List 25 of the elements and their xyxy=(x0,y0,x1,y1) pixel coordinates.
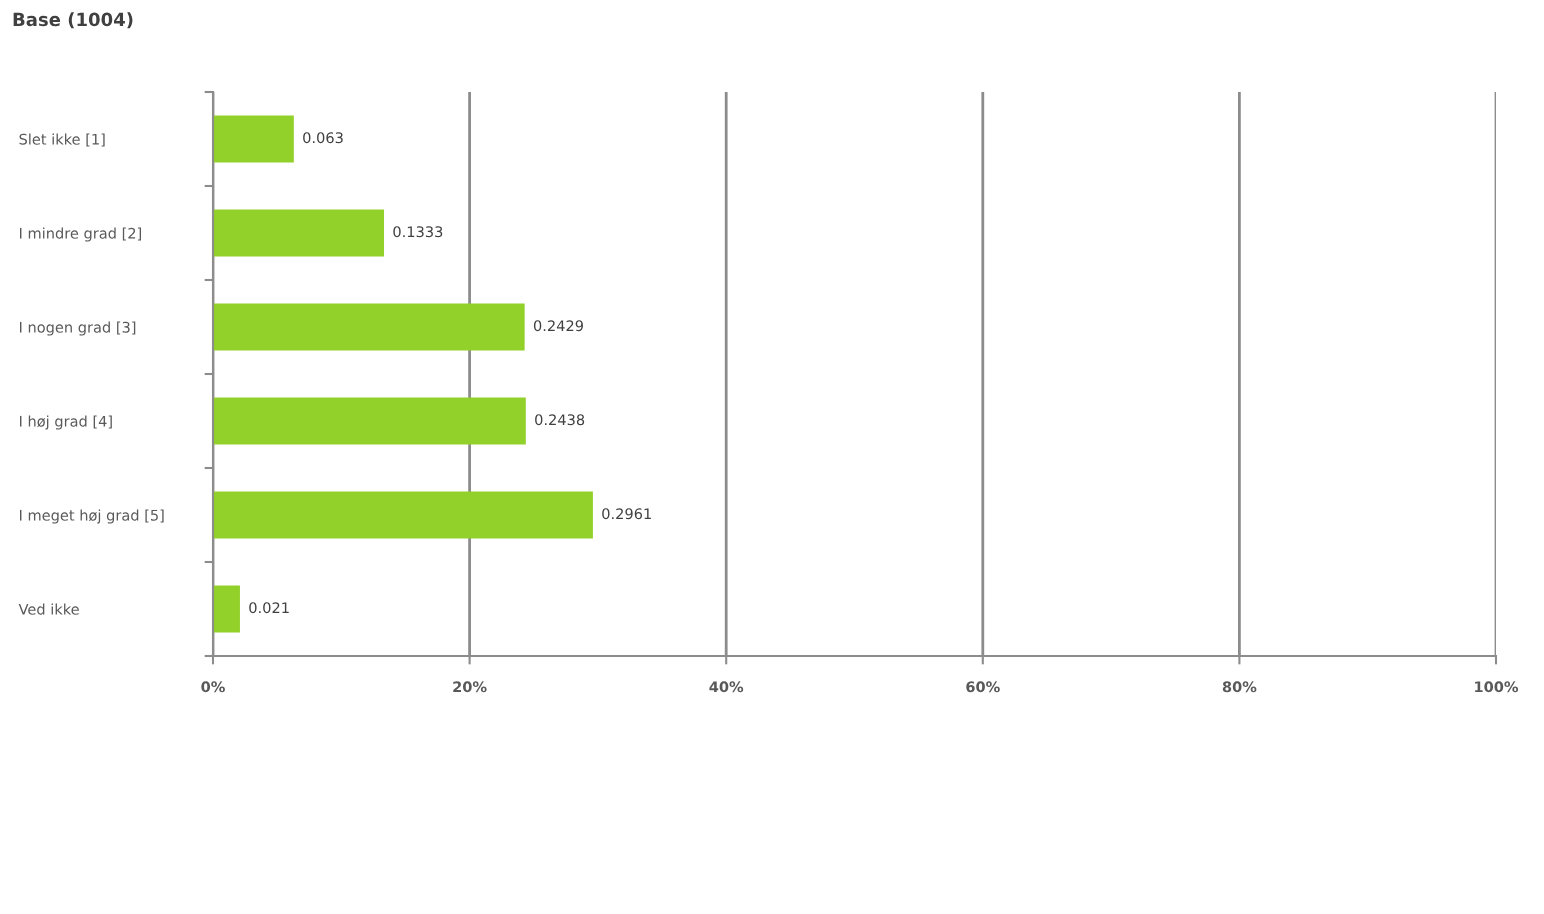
x-tick-label: 40% xyxy=(709,681,744,693)
data-label: 0.2961 xyxy=(602,508,651,520)
bar xyxy=(213,397,526,445)
x-tick-label: 0% xyxy=(201,681,225,693)
data-label: 0.2429 xyxy=(533,320,583,332)
y-tick-label: Ved ikke xyxy=(18,603,79,615)
y-tick-label: I mindre grad [2] xyxy=(19,227,142,242)
x-tick-label: 100% xyxy=(1475,681,1519,693)
data-label: 0.021 xyxy=(249,602,289,614)
data-label: 0.2438 xyxy=(535,414,585,426)
x-tick-label: 20% xyxy=(453,681,487,693)
y-tick-label: I meget høj grad [5] xyxy=(19,509,164,524)
bar xyxy=(213,115,294,163)
y-tick-label: I høj grad [4] xyxy=(19,415,112,430)
x-tick-label: 60% xyxy=(966,681,1000,693)
x-tick-label: 80% xyxy=(1222,681,1257,693)
data-label: 0.063 xyxy=(303,132,343,144)
bar xyxy=(213,303,525,351)
chart-title: Base (1004) xyxy=(13,12,133,29)
bar xyxy=(213,209,385,257)
bar xyxy=(213,585,240,633)
bar xyxy=(213,491,593,539)
y-tick-label: I nogen grad [3] xyxy=(19,321,136,336)
y-tick-label: Slet ikke [1] xyxy=(19,133,105,147)
data-label: 0.1333 xyxy=(393,226,443,238)
